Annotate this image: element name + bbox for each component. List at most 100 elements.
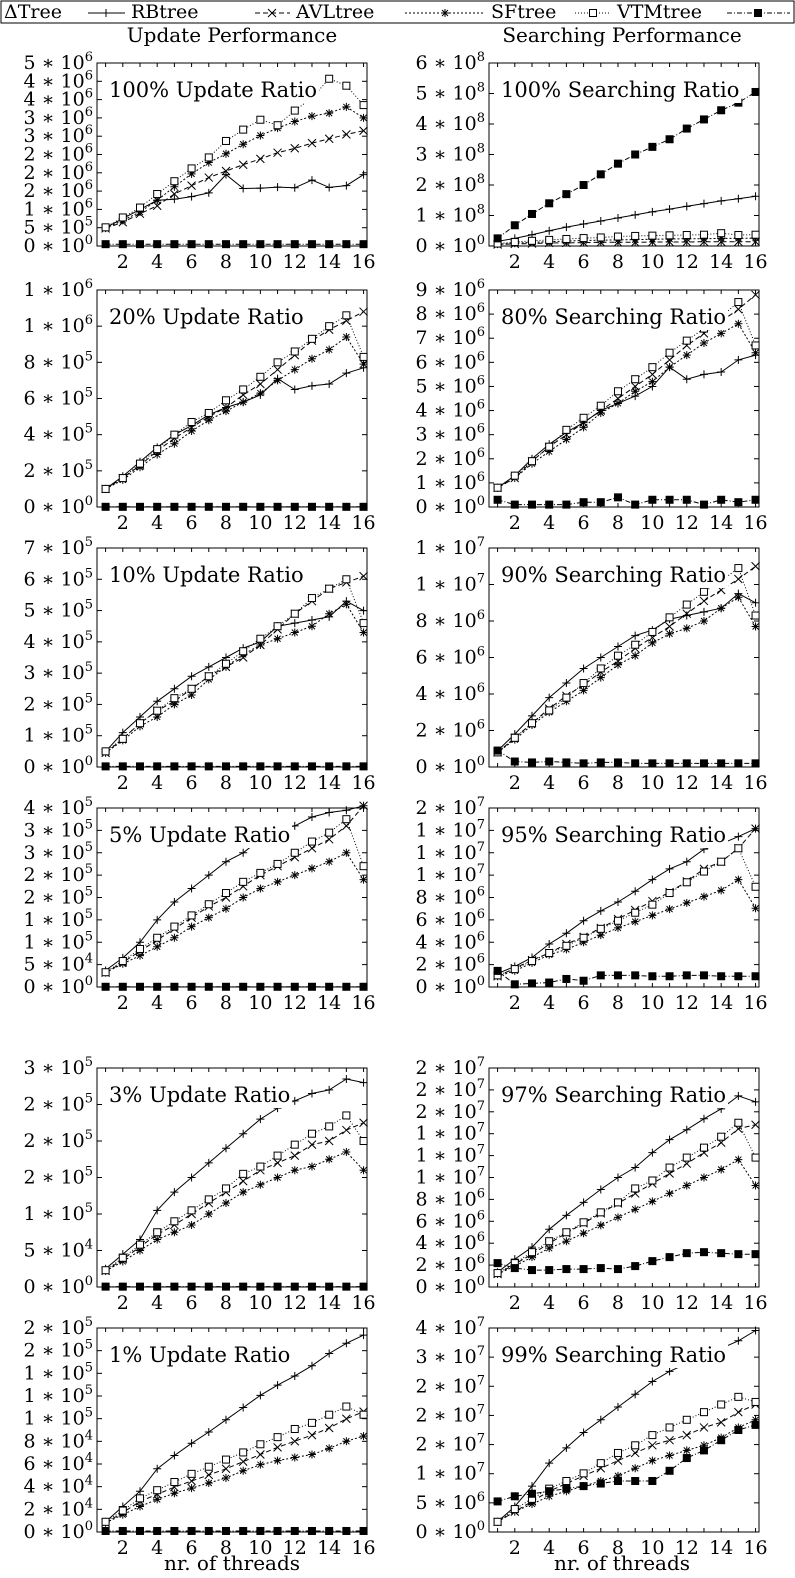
data-point	[273, 1151, 282, 1160]
data-point	[273, 1433, 282, 1442]
data-point	[648, 1257, 657, 1266]
data-point	[256, 1115, 265, 1124]
data-point	[204, 982, 213, 991]
data-point	[342, 102, 351, 111]
x-tick-label: 10	[640, 1292, 664, 1314]
data-point	[342, 600, 351, 609]
x-tick-label: 4	[151, 512, 163, 534]
data-point	[699, 1173, 708, 1182]
data-point	[325, 808, 334, 817]
data-point	[734, 319, 743, 328]
data-point	[239, 893, 248, 902]
series-star	[101, 1147, 368, 1275]
data-point	[273, 982, 282, 991]
x-tick-label: 6	[578, 772, 590, 794]
data-point	[307, 837, 316, 846]
data-point	[239, 125, 248, 134]
data-point	[342, 311, 351, 320]
panel-title-backdrop	[107, 1342, 293, 1368]
data-point	[325, 380, 334, 389]
data-point	[631, 500, 640, 509]
series-line	[105, 314, 365, 490]
y-tick-label: 4 ∗ 106	[415, 398, 485, 422]
data-point	[239, 1403, 248, 1412]
series-line	[497, 1122, 757, 1274]
data-point	[631, 1477, 640, 1485]
data-point	[204, 1195, 213, 1204]
data-point	[613, 399, 622, 408]
series-line	[497, 828, 756, 977]
data-point	[596, 971, 605, 980]
data-point	[751, 290, 760, 300]
data-point	[665, 1451, 674, 1460]
y-tick-label: 4 ∗ 106	[23, 87, 93, 111]
data-point	[734, 1250, 743, 1259]
data-point	[153, 240, 162, 249]
panel-title: 100% Searching Ratio	[501, 78, 739, 102]
data-point	[290, 609, 299, 618]
data-point	[359, 1282, 368, 1291]
data-point	[342, 502, 351, 511]
data-point	[135, 762, 144, 771]
data-point	[153, 697, 162, 706]
data-point	[221, 1455, 230, 1464]
data-point	[751, 824, 760, 833]
data-point	[751, 622, 760, 631]
data-point	[631, 150, 640, 159]
data-point	[527, 1489, 536, 1498]
data-point	[135, 240, 144, 249]
data-point	[187, 884, 196, 893]
data-point	[751, 230, 760, 239]
legend-entry-marker	[754, 9, 762, 17]
data-point	[204, 502, 213, 511]
data-point	[135, 982, 144, 991]
y-tick-label: 0 ∗ 100	[23, 494, 93, 518]
series-line	[497, 241, 756, 245]
series-line	[497, 1124, 756, 1275]
x-axis-label-right: nr. of threads	[554, 1551, 690, 1575]
plot-frame	[96, 1327, 368, 1533]
y-tick-label: 1 ∗ 105	[23, 1360, 93, 1384]
series-line	[497, 1251, 756, 1271]
y-tick-label: 1 ∗ 107	[415, 1461, 485, 1485]
y-tick-label: 2 ∗ 106	[23, 178, 93, 202]
series-plus	[101, 363, 368, 493]
y-tick-label: 2 ∗ 104	[23, 1496, 93, 1520]
data-point	[273, 1158, 282, 1168]
y-tick-label: 1 ∗ 107	[415, 1121, 485, 1145]
data-point	[256, 379, 265, 389]
y-tick-label: 3 ∗ 106	[23, 105, 93, 129]
data-point	[562, 679, 571, 688]
data-point	[613, 897, 622, 906]
x-tick-label: 4	[151, 1537, 163, 1559]
x-tick-label: 4	[151, 772, 163, 794]
y-tick-label: 3 ∗ 105	[23, 817, 93, 841]
x-tick-label: 2	[509, 992, 521, 1014]
series-square-open	[493, 1118, 760, 1278]
data-point	[596, 931, 605, 940]
data-point	[273, 1282, 282, 1291]
series-square-open	[101, 311, 368, 493]
data-point	[579, 181, 588, 189]
data-point	[510, 1264, 519, 1273]
data-point	[239, 1129, 248, 1138]
series-cross	[493, 1400, 760, 1527]
data-point	[221, 857, 230, 866]
data-point	[221, 1526, 230, 1535]
data-point	[665, 1367, 674, 1376]
data-point	[170, 982, 179, 991]
y-tick-label: 1 ∗ 105	[23, 929, 93, 953]
series-line	[497, 567, 757, 753]
series-line	[105, 1411, 364, 1524]
panel-title-backdrop	[107, 1082, 293, 1108]
data-point	[579, 686, 588, 695]
series-cross	[101, 571, 368, 758]
x-tick-label: 8	[220, 1537, 232, 1559]
data-point	[648, 377, 657, 386]
series-line	[105, 600, 364, 752]
data-point	[751, 1326, 760, 1335]
y-tick-label: 5 ∗ 104	[23, 952, 93, 976]
data-point	[170, 189, 179, 199]
data-point	[665, 348, 674, 357]
